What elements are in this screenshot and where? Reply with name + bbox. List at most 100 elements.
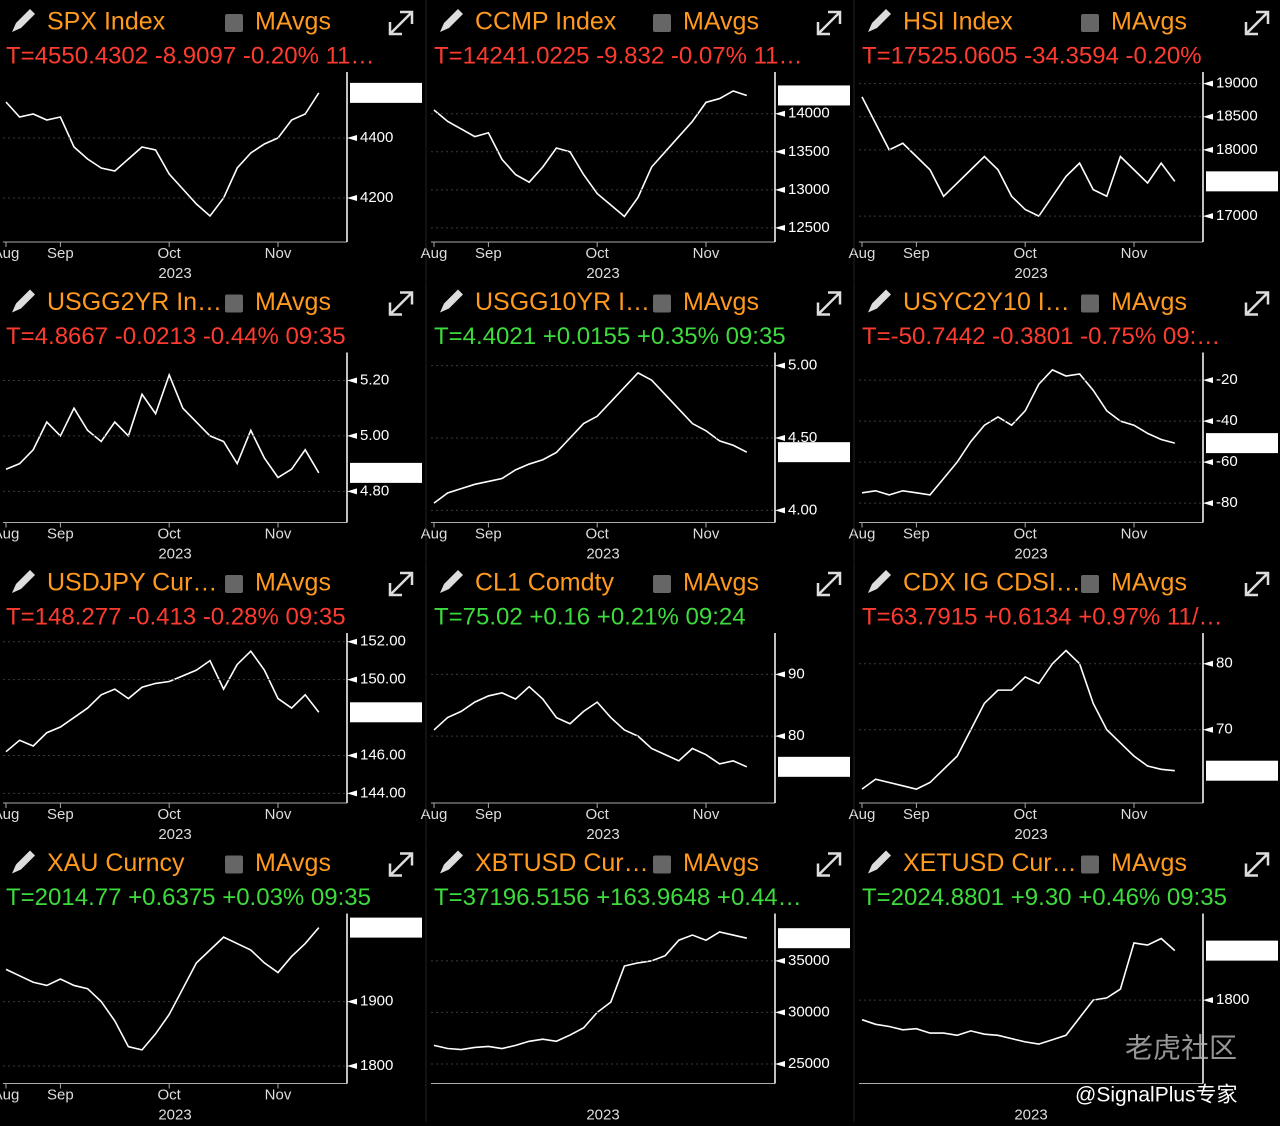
pencil-icon: [440, 850, 463, 874]
x-axis-label: 2023: [158, 1106, 191, 1123]
legend-box: [225, 294, 243, 313]
x-tick-label: Nov: [693, 525, 720, 542]
y-tick: [1203, 213, 1213, 220]
quote: T=75.02 +0.16 +0.21% 09:24: [434, 603, 746, 630]
y-tick: [775, 957, 785, 964]
y-tick: [775, 110, 785, 117]
price-line: [861, 368, 1176, 496]
legend-box: [1081, 294, 1099, 313]
x-tick-label: Sep: [475, 525, 502, 542]
pencil-icon: [12, 289, 35, 313]
x-axis-label: 2023: [586, 545, 619, 562]
y-tick-label: 25000: [788, 1055, 830, 1072]
x-tick-label: Aug: [0, 525, 19, 542]
quote: T=14241.0225 -9.832 -0.07% 11…: [434, 42, 802, 69]
y-tick-label: 5.00: [788, 357, 817, 374]
legend-label: MAvgs: [255, 8, 331, 36]
expand-icon[interactable]: [816, 852, 842, 877]
legend-label: MAvgs: [1111, 849, 1187, 877]
y-tick-label: -20: [1216, 371, 1238, 388]
pencil-icon: [440, 570, 463, 593]
y-tick-label: 4.80: [360, 482, 389, 499]
last-value-box: [350, 917, 422, 938]
price-line: [5, 372, 320, 479]
quote: T=4.8667 -0.0213 -0.44% 09:35: [6, 323, 346, 350]
x-axis-label: 2023: [158, 826, 191, 843]
y-tick-label: 144.00: [360, 784, 406, 801]
expand-icon[interactable]: [1244, 852, 1270, 877]
expand-icon[interactable]: [388, 10, 414, 36]
y-tick: [1203, 459, 1213, 466]
price-line: [861, 96, 1176, 218]
price-line: [5, 92, 320, 218]
y-tick-label: 80: [1216, 655, 1233, 672]
x-axis-label: 2023: [586, 826, 619, 843]
y-tick-label: 19000: [1216, 75, 1258, 92]
y-tick: [347, 790, 357, 797]
x-tick-label: Nov: [265, 806, 292, 823]
pencil-icon: [868, 289, 891, 313]
y-tick-label: 80: [788, 727, 805, 744]
price-line: [861, 937, 1176, 1045]
x-axis-label: 2023: [1014, 1106, 1047, 1123]
y-tick: [347, 1063, 357, 1070]
x-tick-label: Sep: [475, 806, 502, 823]
x-tick-label: Oct: [1014, 245, 1038, 262]
y-tick: [347, 752, 357, 759]
price-line: [433, 90, 748, 218]
x-axis-label: 2023: [586, 1106, 619, 1123]
price-line: [861, 649, 1175, 790]
pencil-icon: [868, 9, 891, 32]
x-tick-label: Oct: [158, 806, 182, 823]
chart-title: XAU Curncy: [47, 849, 185, 877]
expand-icon[interactable]: [388, 852, 414, 877]
legend-box: [1081, 855, 1099, 874]
expand-icon[interactable]: [388, 291, 414, 316]
x-tick-label: Aug: [0, 806, 19, 823]
y-tick: [1203, 660, 1213, 667]
legend-label: MAvgs: [1111, 8, 1187, 36]
legend-label: MAvgs: [683, 849, 759, 877]
expand-icon[interactable]: [1244, 10, 1270, 36]
x-tick-label: Aug: [0, 245, 19, 262]
watermark-brand: 老虎社区: [1125, 1032, 1237, 1063]
chart-title: USDJPY Cur…: [47, 569, 217, 597]
y-tick-label: 5.00: [360, 427, 389, 444]
x-tick-label: Oct: [586, 245, 610, 262]
last-value-box: [778, 756, 850, 777]
expand-icon[interactable]: [1244, 571, 1270, 597]
x-tick-label: Aug: [0, 1086, 19, 1103]
x-tick-label: Nov: [265, 1086, 292, 1103]
y-tick-label: 150.00: [360, 671, 406, 688]
y-tick-label: 90: [788, 665, 805, 682]
expand-icon[interactable]: [816, 571, 842, 597]
legend-label: MAvgs: [1111, 569, 1187, 597]
expand-icon[interactable]: [816, 291, 842, 316]
chart-title: SPX Index: [47, 8, 166, 36]
y-tick: [347, 998, 357, 1005]
legend-box: [653, 14, 671, 32]
y-tick: [1203, 113, 1213, 120]
pencil-icon: [12, 9, 35, 32]
x-tick-label: Sep: [47, 806, 74, 823]
y-tick-label: 12500: [788, 219, 830, 236]
chart-title: USGG2YR In…: [47, 288, 222, 316]
legend-label: MAvgs: [683, 288, 759, 316]
quote: T=2024.8801 +9.30 +0.46% 09:35: [862, 884, 1227, 911]
y-tick: [1203, 500, 1213, 507]
y-tick: [775, 224, 785, 231]
x-axis-label: 2023: [1014, 265, 1047, 282]
legend-box: [653, 575, 671, 593]
expand-icon[interactable]: [1244, 291, 1270, 316]
y-tick-label: 17000: [1216, 207, 1258, 224]
y-tick-label: -60: [1216, 453, 1238, 470]
legend-label: MAvgs: [255, 849, 331, 877]
y-tick: [347, 638, 357, 645]
pencil-icon: [868, 570, 891, 593]
expand-icon[interactable]: [816, 10, 842, 36]
expand-icon[interactable]: [388, 571, 414, 597]
last-value-box: [1206, 433, 1278, 454]
x-tick-label: Nov: [1121, 525, 1148, 542]
legend-label: MAvgs: [683, 8, 759, 36]
